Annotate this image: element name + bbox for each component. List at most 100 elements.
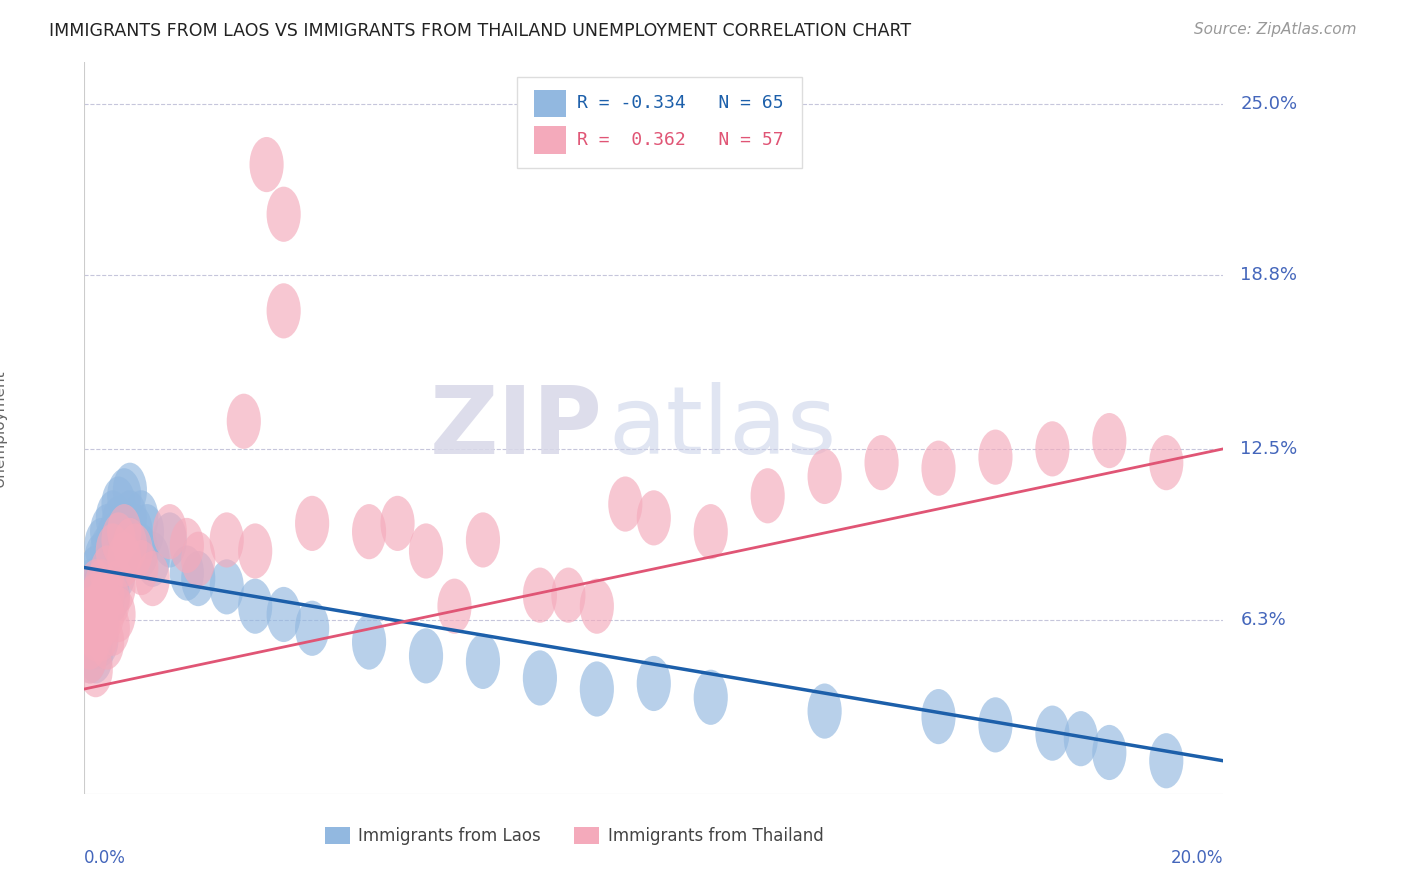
Ellipse shape bbox=[352, 504, 387, 559]
Ellipse shape bbox=[1035, 706, 1070, 761]
Ellipse shape bbox=[637, 491, 671, 546]
Ellipse shape bbox=[73, 615, 107, 670]
Ellipse shape bbox=[79, 579, 112, 634]
Text: Source: ZipAtlas.com: Source: ZipAtlas.com bbox=[1194, 22, 1357, 37]
Ellipse shape bbox=[352, 615, 387, 670]
Ellipse shape bbox=[1064, 711, 1098, 766]
Ellipse shape bbox=[107, 504, 142, 559]
Ellipse shape bbox=[90, 524, 124, 579]
Ellipse shape bbox=[101, 476, 135, 532]
Ellipse shape bbox=[135, 532, 170, 587]
Ellipse shape bbox=[465, 512, 501, 567]
Ellipse shape bbox=[79, 587, 112, 642]
Ellipse shape bbox=[921, 689, 956, 744]
Ellipse shape bbox=[107, 468, 142, 524]
Ellipse shape bbox=[865, 435, 898, 491]
Ellipse shape bbox=[84, 559, 118, 615]
Ellipse shape bbox=[73, 595, 107, 650]
Ellipse shape bbox=[79, 546, 112, 600]
Legend: Immigrants from Laos, Immigrants from Thailand: Immigrants from Laos, Immigrants from Th… bbox=[318, 820, 830, 851]
Ellipse shape bbox=[96, 567, 129, 623]
Ellipse shape bbox=[73, 600, 107, 656]
Ellipse shape bbox=[101, 512, 135, 567]
Ellipse shape bbox=[79, 628, 112, 683]
Ellipse shape bbox=[124, 491, 159, 546]
FancyBboxPatch shape bbox=[517, 77, 801, 169]
Ellipse shape bbox=[79, 567, 112, 623]
Ellipse shape bbox=[124, 524, 159, 579]
Ellipse shape bbox=[409, 628, 443, 683]
Ellipse shape bbox=[73, 628, 107, 683]
Ellipse shape bbox=[693, 504, 728, 559]
Text: ZIP: ZIP bbox=[430, 382, 603, 475]
Ellipse shape bbox=[979, 698, 1012, 753]
Ellipse shape bbox=[979, 430, 1012, 484]
Ellipse shape bbox=[101, 524, 135, 579]
Ellipse shape bbox=[96, 573, 129, 628]
Ellipse shape bbox=[437, 579, 471, 634]
Ellipse shape bbox=[181, 551, 215, 607]
Ellipse shape bbox=[84, 595, 118, 650]
Ellipse shape bbox=[129, 504, 165, 559]
Ellipse shape bbox=[107, 532, 142, 587]
FancyBboxPatch shape bbox=[534, 126, 567, 153]
Text: IMMIGRANTS FROM LAOS VS IMMIGRANTS FROM THAILAND UNEMPLOYMENT CORRELATION CHART: IMMIGRANTS FROM LAOS VS IMMIGRANTS FROM … bbox=[49, 22, 911, 40]
Ellipse shape bbox=[79, 573, 112, 628]
Ellipse shape bbox=[73, 587, 107, 642]
Ellipse shape bbox=[73, 628, 107, 683]
Ellipse shape bbox=[609, 476, 643, 532]
Ellipse shape bbox=[153, 512, 187, 567]
Ellipse shape bbox=[523, 567, 557, 623]
Ellipse shape bbox=[295, 600, 329, 656]
Ellipse shape bbox=[112, 518, 148, 573]
Ellipse shape bbox=[73, 559, 107, 615]
Ellipse shape bbox=[84, 607, 118, 661]
Ellipse shape bbox=[112, 518, 148, 573]
Ellipse shape bbox=[96, 491, 129, 546]
Ellipse shape bbox=[96, 532, 129, 587]
Text: 25.0%: 25.0% bbox=[1240, 95, 1298, 113]
Ellipse shape bbox=[84, 573, 118, 628]
Ellipse shape bbox=[409, 524, 443, 579]
Ellipse shape bbox=[101, 559, 135, 615]
Ellipse shape bbox=[96, 600, 129, 656]
Ellipse shape bbox=[267, 587, 301, 642]
Ellipse shape bbox=[84, 595, 118, 650]
Ellipse shape bbox=[90, 573, 124, 628]
Ellipse shape bbox=[84, 518, 118, 573]
Ellipse shape bbox=[465, 634, 501, 689]
Text: R =  0.362   N = 57: R = 0.362 N = 57 bbox=[578, 131, 785, 149]
Ellipse shape bbox=[96, 551, 129, 607]
Ellipse shape bbox=[90, 546, 124, 600]
Ellipse shape bbox=[96, 512, 129, 567]
Ellipse shape bbox=[90, 587, 124, 642]
Ellipse shape bbox=[170, 518, 204, 573]
Ellipse shape bbox=[107, 504, 142, 559]
Ellipse shape bbox=[84, 532, 118, 587]
Ellipse shape bbox=[209, 559, 243, 615]
Ellipse shape bbox=[101, 587, 135, 642]
Ellipse shape bbox=[79, 592, 112, 648]
Ellipse shape bbox=[181, 532, 215, 587]
Ellipse shape bbox=[579, 579, 614, 634]
Ellipse shape bbox=[112, 491, 148, 546]
Ellipse shape bbox=[84, 551, 118, 607]
Ellipse shape bbox=[1092, 725, 1126, 780]
Ellipse shape bbox=[101, 546, 135, 600]
Ellipse shape bbox=[226, 393, 262, 449]
Ellipse shape bbox=[693, 670, 728, 725]
Ellipse shape bbox=[96, 524, 129, 579]
Ellipse shape bbox=[523, 650, 557, 706]
Ellipse shape bbox=[73, 573, 107, 628]
Text: 6.3%: 6.3% bbox=[1240, 611, 1286, 629]
Ellipse shape bbox=[84, 579, 118, 634]
Text: 0.0%: 0.0% bbox=[84, 849, 127, 867]
Ellipse shape bbox=[84, 612, 118, 667]
Ellipse shape bbox=[807, 449, 842, 504]
Ellipse shape bbox=[295, 496, 329, 551]
Ellipse shape bbox=[921, 441, 956, 496]
Text: 12.5%: 12.5% bbox=[1240, 440, 1298, 458]
Ellipse shape bbox=[79, 642, 112, 698]
Ellipse shape bbox=[112, 463, 148, 518]
Ellipse shape bbox=[73, 615, 107, 670]
